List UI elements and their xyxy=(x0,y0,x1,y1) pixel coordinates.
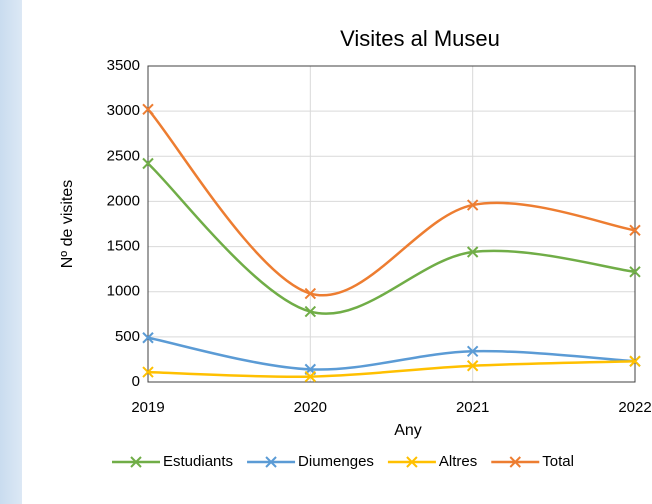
data-point xyxy=(142,157,154,170)
y-tick-label: 0 xyxy=(132,373,140,390)
y-tick-label: 500 xyxy=(115,328,140,345)
legend-marker xyxy=(406,456,418,468)
marker-stroke xyxy=(629,355,641,367)
marker-stroke xyxy=(466,345,479,358)
y-tick-label: 2500 xyxy=(107,147,140,164)
marker-stroke xyxy=(509,456,521,468)
data-point xyxy=(304,305,317,318)
data-point xyxy=(466,199,479,211)
data-point xyxy=(142,103,154,116)
marker-stroke xyxy=(629,266,641,278)
data-point xyxy=(304,370,317,383)
data-point xyxy=(304,287,317,300)
data-point xyxy=(466,246,479,258)
chart-background xyxy=(22,6,652,504)
marker-stroke xyxy=(142,157,154,170)
marker-stroke xyxy=(466,246,479,258)
x-tick-label: 2021 xyxy=(456,399,489,416)
y-axis-label: Nº de visites xyxy=(59,180,76,269)
series-line xyxy=(147,336,636,371)
legend-marker xyxy=(265,456,277,468)
x-tick-label: 2020 xyxy=(294,399,327,416)
legend-label: Altres xyxy=(439,453,477,470)
x-tick-label: 2019 xyxy=(131,399,164,416)
marker-stroke xyxy=(629,224,641,237)
legend-marker xyxy=(509,456,521,468)
legend-marker xyxy=(130,456,142,468)
series-line xyxy=(147,108,636,297)
chart-title: Visites al Museu xyxy=(340,26,500,51)
marker-stroke xyxy=(304,305,317,318)
marker-stroke xyxy=(142,332,154,344)
legend-label: Estudiants xyxy=(163,453,233,470)
data-point xyxy=(629,266,641,278)
legend-label: Diumenges xyxy=(298,453,374,470)
marker-stroke xyxy=(304,370,317,383)
marker-stroke xyxy=(142,366,154,378)
legend-label: Total xyxy=(542,453,574,470)
y-tick-label: 1000 xyxy=(107,283,140,300)
marker-stroke xyxy=(406,456,418,468)
marker-stroke xyxy=(466,360,479,372)
y-tick-label: 3000 xyxy=(107,102,140,119)
marker-stroke xyxy=(130,456,142,468)
data-point xyxy=(466,345,479,358)
data-point xyxy=(466,360,479,372)
marker-stroke xyxy=(265,456,277,468)
data-point xyxy=(142,332,154,344)
y-tick-label: 3500 xyxy=(107,57,140,74)
marker-stroke xyxy=(142,103,154,116)
plot-border xyxy=(147,65,636,383)
marker-stroke xyxy=(466,199,479,211)
x-tick-label: 2022 xyxy=(618,399,651,416)
data-point xyxy=(142,366,154,378)
y-tick-label: 1500 xyxy=(107,238,140,255)
y-tick-label: 2000 xyxy=(107,192,140,209)
series-line xyxy=(147,162,636,315)
marker-stroke xyxy=(304,287,317,300)
data-point xyxy=(629,355,641,367)
x-axis-label: Any xyxy=(394,422,422,439)
data-point xyxy=(629,224,641,237)
series-line xyxy=(147,359,636,378)
